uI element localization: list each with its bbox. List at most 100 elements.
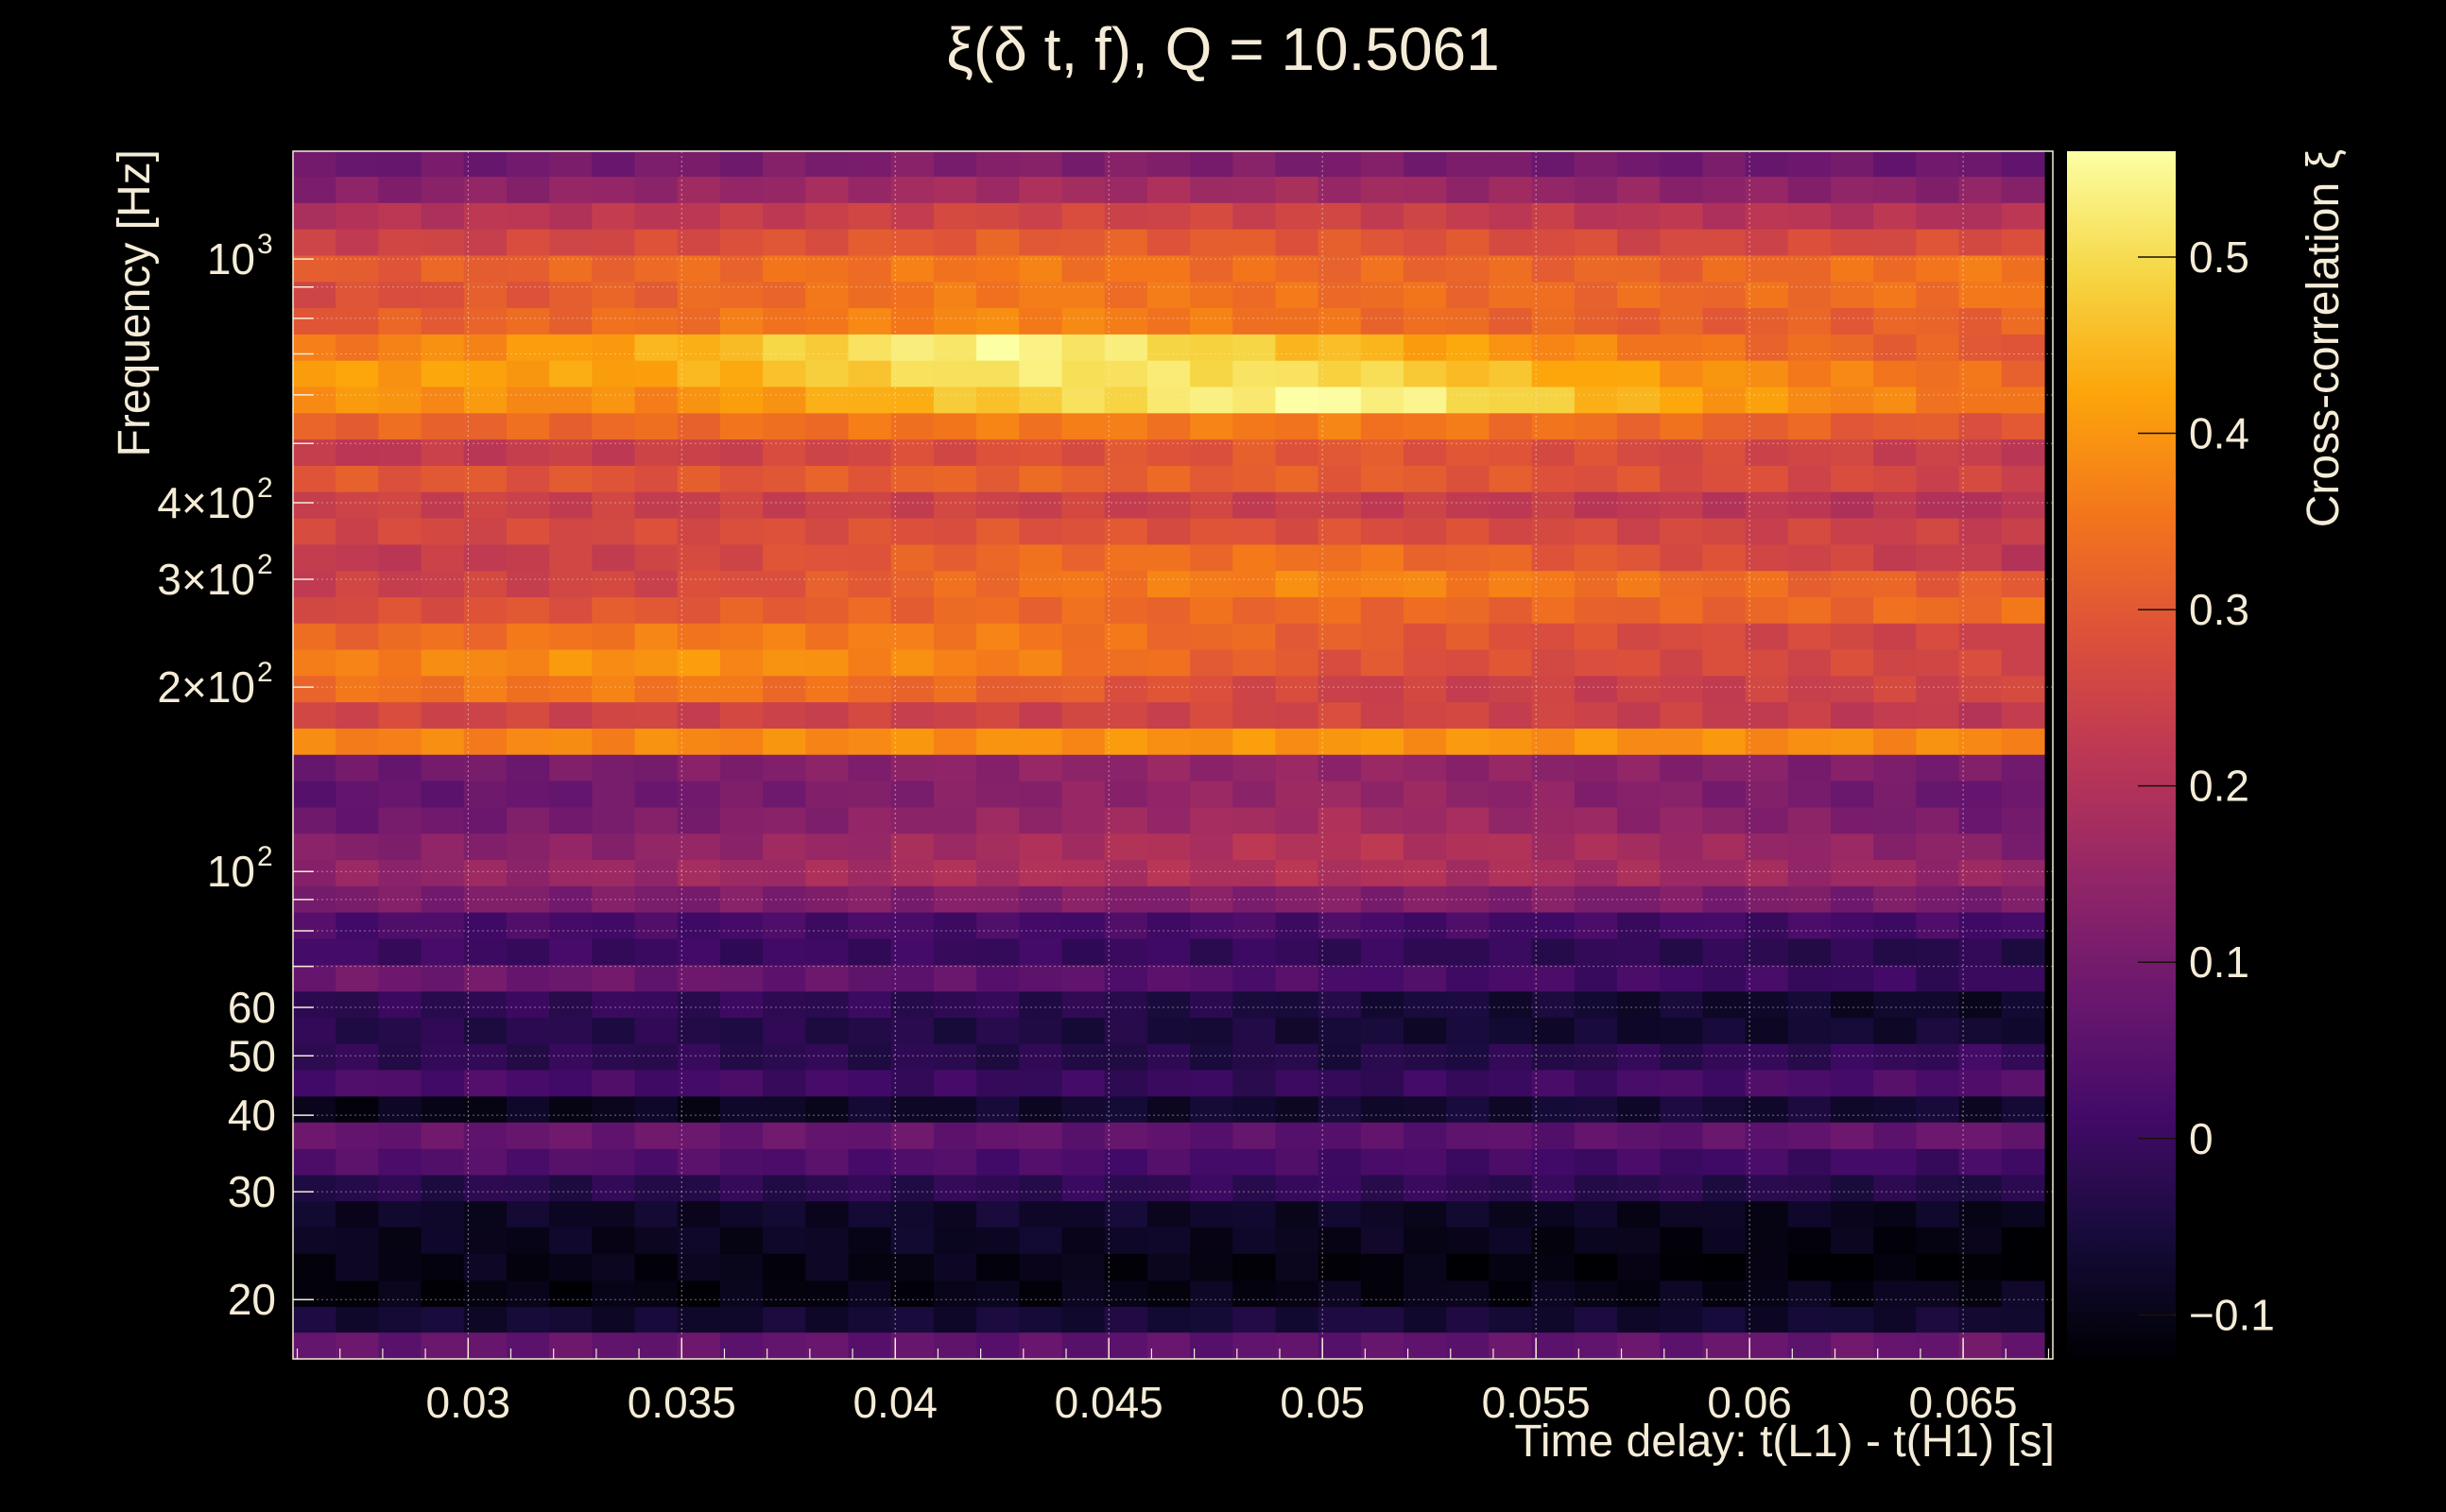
heatmap-cell [1318, 334, 1362, 361]
heatmap-cell [1660, 465, 1703, 492]
heatmap-cell [1702, 465, 1747, 492]
heatmap-cell [378, 254, 422, 283]
heatmap-cell [1446, 1332, 1490, 1360]
heatmap-cell [1275, 254, 1319, 283]
heatmap-cell [1275, 728, 1319, 755]
heatmap-cell [592, 1043, 636, 1071]
heatmap-cell [1531, 990, 1576, 1019]
heatmap-cell [634, 570, 679, 598]
heatmap-cell [1190, 1227, 1233, 1254]
heatmap-cell [1702, 386, 1747, 414]
heatmap-cell [763, 964, 806, 992]
heatmap-cell [1660, 1253, 1703, 1281]
heatmap-cell [1275, 623, 1319, 650]
heatmap-cell [378, 1017, 422, 1044]
heatmap-cell [1360, 1069, 1404, 1097]
heatmap-cell [1830, 360, 1874, 387]
heatmap-cell [1702, 1332, 1747, 1360]
heatmap-cell [1531, 728, 1576, 755]
heatmap-cell [1232, 859, 1277, 886]
heatmap-cell [421, 412, 465, 440]
heatmap-cell [1617, 1200, 1661, 1228]
heatmap-cell [1019, 229, 1063, 256]
heatmap-cell [1104, 281, 1148, 309]
heatmap-cell [976, 386, 1020, 414]
heatmap-cell [1446, 202, 1490, 230]
heatmap-cell [634, 438, 679, 466]
heatmap-cell [1019, 465, 1063, 492]
heatmap-cell [1275, 780, 1319, 808]
heatmap-cell [976, 1017, 1020, 1044]
heatmap-cell [634, 806, 679, 834]
heatmap-cell [1873, 465, 1917, 492]
heatmap-cell [1232, 833, 1277, 861]
heatmap-cell [549, 937, 593, 966]
heatmap-cell [1104, 229, 1148, 256]
heatmap-cell [1318, 623, 1362, 650]
heatmap-cell [1146, 623, 1191, 650]
heatmap-cell [1404, 517, 1447, 545]
heatmap-cell [763, 806, 806, 834]
heatmap-cell [1360, 1174, 1404, 1202]
heatmap-cell [592, 1148, 636, 1176]
heatmap-cell [1873, 964, 1917, 992]
heatmap-cell [1531, 517, 1576, 545]
heatmap-cell [848, 648, 892, 677]
heatmap-cell [1446, 911, 1490, 939]
heatmap-cell [1489, 202, 1533, 230]
heatmap-cell [976, 1253, 1020, 1281]
heatmap-cell [805, 151, 850, 178]
heatmap-cell [719, 202, 764, 230]
heatmap-cell [1232, 1200, 1277, 1228]
heatmap-cell [2001, 412, 2045, 440]
heatmap-cell [1404, 281, 1447, 309]
heatmap-cell [1232, 229, 1277, 256]
heatmap-cell [1190, 833, 1233, 861]
heatmap-cell [1104, 937, 1148, 966]
heatmap-cell [1574, 360, 1618, 387]
heatmap-cell [933, 1043, 977, 1071]
heatmap-cell [549, 1122, 593, 1149]
heatmap-cell [421, 833, 465, 861]
heatmap-cell [1489, 1095, 1533, 1123]
heatmap-cell [1146, 1174, 1191, 1202]
heatmap-cell [1275, 806, 1319, 834]
heatmap-cell [1190, 596, 1233, 624]
heatmap-cell [1489, 754, 1533, 782]
heatmap-cell [1146, 307, 1191, 335]
heatmap-cell [1019, 570, 1063, 598]
heatmap-cell [421, 229, 465, 256]
heatmap-cell [1574, 438, 1618, 466]
heatmap-cell [763, 833, 806, 861]
heatmap-cell [1745, 465, 1789, 492]
heatmap-cell [634, 1253, 679, 1281]
heatmap-cell [848, 937, 892, 966]
heatmap-cell [592, 780, 636, 808]
heatmap-cell [1146, 1200, 1191, 1228]
heatmap-cell [1061, 151, 1106, 178]
heatmap-cell [933, 438, 977, 466]
heatmap-cell [1531, 1148, 1576, 1176]
heatmap-cell [1745, 1174, 1789, 1202]
heatmap-cell [549, 1280, 593, 1307]
heatmap-cell [1019, 334, 1063, 361]
heatmap-cell [1404, 386, 1447, 414]
heatmap-cell [1019, 937, 1063, 966]
heatmap-cell [1104, 859, 1148, 886]
heatmap-cell [378, 911, 422, 939]
heatmap-cell [1360, 517, 1404, 545]
heatmap-cell [2001, 360, 2045, 387]
heatmap-cell [1489, 885, 1533, 913]
heatmap-cell [1061, 360, 1106, 387]
heatmap-cell [463, 911, 508, 939]
heatmap-cell [293, 1253, 336, 1281]
heatmap-cell [1574, 254, 1618, 283]
heatmap-cell [592, 543, 636, 572]
heatmap-cell [549, 570, 593, 598]
heatmap-cell [1830, 1200, 1874, 1228]
heatmap-cell [1061, 1306, 1106, 1333]
heatmap-cell [1574, 176, 1618, 203]
heatmap-cell [1232, 254, 1277, 283]
heatmap-cell [1104, 1043, 1148, 1071]
heatmap-cell [1787, 780, 1832, 808]
